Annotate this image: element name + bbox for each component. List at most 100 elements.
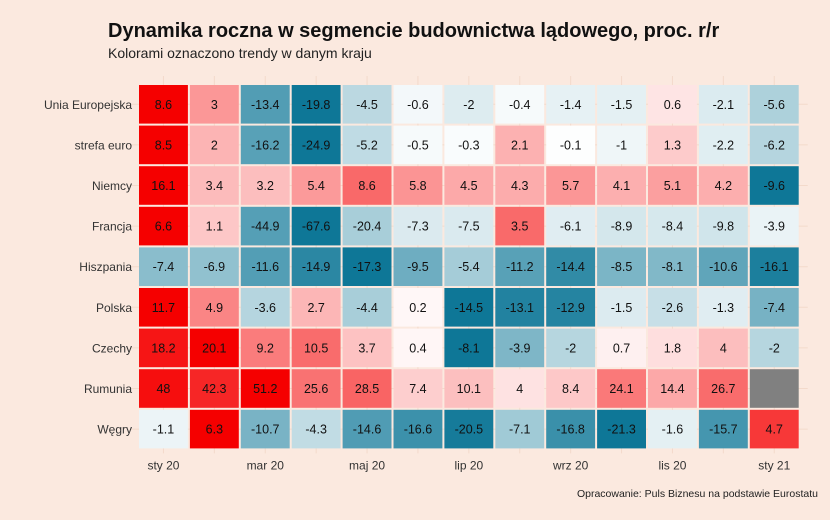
heatmap-cell	[495, 288, 545, 327]
heatmap-cell	[749, 85, 799, 124]
heatmap-cell	[189, 288, 239, 327]
cell-value-label: -2	[565, 341, 576, 355]
chart-title: Dynamika roczna w segmencie budownictwa …	[108, 20, 720, 42]
cell-value-label: 8.6	[155, 98, 172, 112]
cell-value-label: 5.7	[562, 179, 579, 193]
cell-value-label: -9.6	[763, 179, 785, 193]
cell-value-label: -6.9	[204, 260, 226, 274]
heatmap-cell	[698, 369, 748, 408]
cell-value-label: 1.8	[664, 341, 681, 355]
cell-value-label: 7.4	[409, 382, 426, 396]
heatmap-cell	[240, 125, 290, 165]
cell-value-label: 4.5	[460, 179, 477, 193]
heatmap-cell	[495, 206, 545, 246]
heatmap-cell	[444, 328, 494, 368]
cell-value-label: 2.1	[511, 138, 528, 152]
heatmap-cell	[749, 247, 799, 286]
heatmap-cell	[393, 288, 443, 327]
heatmap-cell	[495, 409, 545, 449]
cell-value-label: -2.2	[713, 138, 735, 152]
row-label: Węgry	[97, 423, 132, 437]
heatmap-cell	[139, 166, 188, 205]
cell-value-label: -5.2	[356, 138, 378, 152]
cell-value-label: 6.6	[155, 220, 172, 234]
cell-value-label: -1.1	[153, 423, 175, 437]
cell-value-label: -1	[616, 138, 627, 152]
heatmap-cell	[546, 247, 596, 286]
heatmap-cell	[546, 288, 596, 327]
heatmap-cell	[291, 247, 341, 286]
heatmap-cell	[342, 125, 392, 165]
heatmap-cell	[393, 369, 443, 408]
cell-value-label: -0.6	[407, 98, 429, 112]
cell-value-label: 0.4	[409, 341, 426, 355]
heatmap-cell	[648, 328, 697, 368]
cell-value-label: -20.4	[353, 220, 382, 234]
cell-value-label: 4.3	[511, 179, 528, 193]
heatmap-cell	[189, 409, 239, 449]
heatmap-cell	[597, 206, 646, 246]
heatmap-cell	[648, 247, 697, 286]
heatmap-cell	[648, 288, 697, 327]
row-label: Rumunia	[84, 382, 132, 396]
cell-value-label: -15.7	[709, 423, 738, 437]
cell-value-label: 3.5	[511, 220, 528, 234]
heatmap-cell	[648, 409, 697, 449]
chart-caption: Opracowanie: Puls Biznesu na podstawie E…	[576, 488, 818, 500]
cell-value-label: 8.6	[358, 179, 375, 193]
heatmap-cell	[698, 288, 748, 327]
x-tick-label: maj 20	[349, 458, 385, 472]
cell-value-label: 24.1	[609, 382, 633, 396]
cell-value-label: -1.4	[560, 98, 582, 112]
cell-value-label: -13.1	[506, 301, 535, 315]
row-label: Czechy	[92, 341, 132, 355]
cell-value-label: 4	[516, 382, 523, 396]
heatmap-cell	[342, 328, 392, 368]
cell-value-label: 0.7	[613, 341, 630, 355]
x-tick-label: lis 20	[658, 458, 686, 472]
cell-value-label: 14.4	[660, 382, 684, 396]
cell-value-label: 5.8	[409, 179, 426, 193]
cell-value-label: 2	[211, 138, 218, 152]
heatmap-cell	[597, 328, 646, 368]
cell-value-label: 10.1	[457, 382, 481, 396]
heatmap-cell	[189, 328, 239, 368]
heatmap-cell	[189, 125, 239, 165]
heatmap-cell	[648, 206, 697, 246]
cell-value-label: -1.5	[611, 98, 633, 112]
heatmap-cell	[749, 369, 799, 408]
chart-subtitle: Kolorami oznaczono trendy w danym kraju	[108, 45, 372, 61]
heatmap-cell	[189, 369, 239, 408]
cell-value-label: -4.3	[305, 423, 327, 437]
cell-value-label: -16.8	[556, 423, 585, 437]
cell-value-label: 42.3	[202, 382, 226, 396]
cell-value-label: 11.7	[152, 301, 175, 315]
cell-value-label: -24.9	[302, 138, 331, 152]
heatmap-cell	[749, 125, 799, 165]
heatmap-cell	[291, 288, 341, 327]
heatmap-cell	[342, 369, 392, 408]
cell-value-label: 1.1	[206, 220, 223, 234]
heatmap-cell	[291, 328, 341, 368]
cell-value-label: -0.3	[458, 138, 480, 152]
heatmap-cell	[698, 206, 748, 246]
row-label: Polska	[96, 301, 132, 315]
heatmap-cell	[393, 206, 443, 246]
cell-value-label: -8.1	[458, 341, 480, 355]
cell-value-label: -67.6	[302, 220, 331, 234]
heatmap-cell	[698, 409, 748, 449]
cell-value-label: -7.1	[509, 423, 531, 437]
cell-value-label: 48	[156, 382, 170, 396]
cell-value-label: -3.6	[254, 301, 276, 315]
heatmap-cell	[393, 409, 443, 449]
heatmap-cell	[648, 166, 697, 205]
heatmap-cell	[240, 166, 290, 205]
heatmap-cell	[342, 288, 392, 327]
row-label: Francja	[92, 220, 132, 234]
x-tick-label: wrz 20	[552, 458, 589, 472]
heatmap-cell	[139, 288, 188, 327]
cell-value-label: 2.7	[307, 301, 324, 315]
cell-value-label: -7.3	[407, 220, 429, 234]
heatmap-cell	[291, 125, 341, 165]
heatmap-cell	[291, 85, 341, 124]
